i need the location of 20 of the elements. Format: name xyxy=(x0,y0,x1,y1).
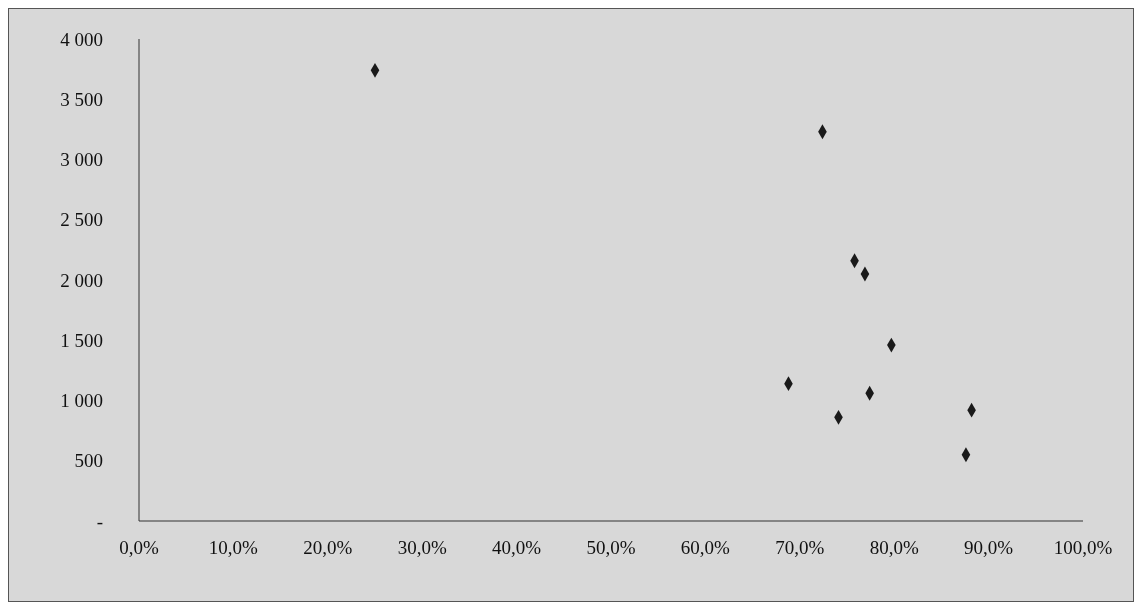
y-tick-label: 1 000 xyxy=(60,390,103,412)
y-tick-label: 2 000 xyxy=(60,269,103,291)
x-tick-label: 100,0% xyxy=(1053,537,1113,559)
y-tick-label: 4 000 xyxy=(60,28,103,50)
x-tick-label: 70,0% xyxy=(775,537,825,559)
x-tick-label: 50,0% xyxy=(586,537,636,559)
y-tick-label: 2 500 xyxy=(60,209,103,231)
x-tick-label: 60,0% xyxy=(680,537,731,559)
x-tick-label: 80,0% xyxy=(869,537,919,559)
x-tick-label: 20,0% xyxy=(303,537,353,559)
y-tick-label: - xyxy=(96,510,103,532)
x-tick-label: 0,0% xyxy=(119,537,159,559)
x-tick-label: 30,0% xyxy=(397,537,447,559)
y-tick-label: 1 500 xyxy=(60,329,103,351)
x-tick-label: 90,0% xyxy=(964,537,1014,559)
x-tick-label: 40,0% xyxy=(492,537,542,559)
y-tick-label: 3 000 xyxy=(60,149,103,171)
y-tick-label: 500 xyxy=(74,450,103,472)
y-tick-label: 3 500 xyxy=(60,89,103,110)
x-tick-label: 10,0% xyxy=(208,537,259,559)
